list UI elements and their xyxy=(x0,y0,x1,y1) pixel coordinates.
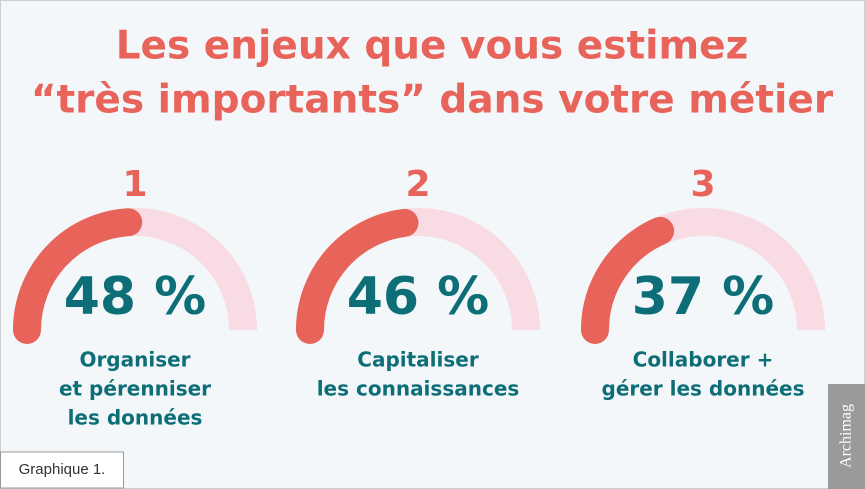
footnote: Graphique 1. xyxy=(19,461,106,478)
gauge-bar xyxy=(296,208,419,344)
gauge-bar xyxy=(581,216,675,344)
rank: 2 xyxy=(405,164,430,205)
chart-title: Les enjeux que vous estimez xyxy=(116,24,749,69)
value-label: 37 % xyxy=(632,267,775,327)
value-label: 48 % xyxy=(64,267,207,327)
category-label: et pérenniser xyxy=(59,377,211,401)
value-label: 46 % xyxy=(347,267,490,327)
category-label: Collaborer + xyxy=(633,348,774,372)
chart-title: “très importants” dans votre métier xyxy=(31,78,834,123)
category-label: les données xyxy=(68,406,203,430)
category-label: les connaissances xyxy=(317,377,520,401)
source-box xyxy=(828,384,865,489)
rank: 1 xyxy=(122,164,147,205)
category-label: gérer les données xyxy=(602,377,805,401)
category-label: Capitaliser xyxy=(357,348,479,372)
footnote-box xyxy=(0,451,124,489)
gauge-bar xyxy=(13,208,143,344)
category-label: Organiser xyxy=(79,348,190,372)
source: Archimag xyxy=(838,404,855,468)
rank: 3 xyxy=(690,164,715,205)
